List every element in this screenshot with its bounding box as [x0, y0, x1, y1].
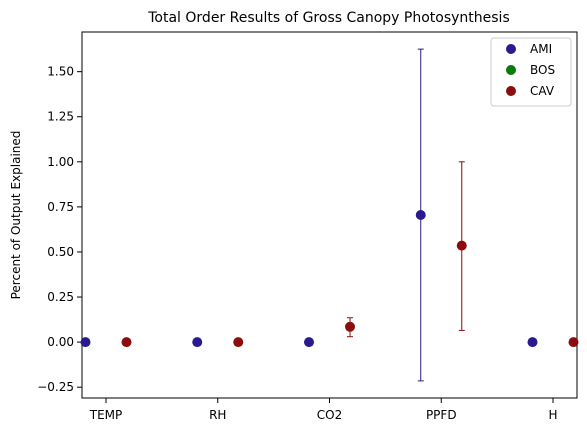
- y-tick-label: −0.25: [37, 380, 74, 394]
- legend: AMI BOS CAV: [490, 37, 572, 107]
- legend-label: CAV: [530, 84, 555, 98]
- x-axis: TEMP RH CO2 PPFD H: [89, 398, 558, 422]
- y-tick-label: 0.00: [47, 335, 74, 349]
- data-point: [345, 321, 355, 332]
- x-tick-label: H: [548, 408, 557, 422]
- y-tick-label: 1.50: [47, 65, 74, 79]
- data-point: [415, 210, 426, 220]
- data-point: [456, 240, 467, 251]
- legend-marker: [506, 86, 516, 96]
- data-point: [121, 337, 132, 348]
- chart-title: Total Order Results of Gross Canopy Phot…: [147, 10, 509, 26]
- y-axis: −0.25 0.00 0.25 0.50 0.75 1.00 1.25 1.50: [37, 65, 82, 394]
- x-tick-label: RH: [209, 408, 226, 422]
- y-axis-label: Percent of Output Explained: [9, 131, 23, 300]
- data-point: [80, 337, 91, 348]
- y-tick-label: 0.75: [47, 200, 74, 214]
- data-point: [192, 337, 203, 348]
- legend-label: AMI: [530, 42, 552, 56]
- y-tick-label: 1.25: [47, 110, 74, 124]
- y-tick-label: 0.50: [47, 245, 74, 259]
- legend-marker: [506, 44, 516, 54]
- y-tick-label: 0.25: [47, 290, 74, 304]
- data-marks: [80, 48, 579, 382]
- x-tick-label: PPFD: [426, 408, 457, 422]
- data-point: [233, 337, 244, 348]
- data-point: [568, 337, 579, 348]
- x-tick-label: TEMP: [89, 408, 123, 422]
- data-point: [304, 337, 314, 348]
- data-point: [527, 337, 538, 348]
- x-tick-label: CO2: [317, 408, 342, 422]
- legend-label: BOS: [530, 63, 555, 77]
- legend-marker: [506, 65, 516, 75]
- y-tick-label: 1.00: [47, 155, 74, 169]
